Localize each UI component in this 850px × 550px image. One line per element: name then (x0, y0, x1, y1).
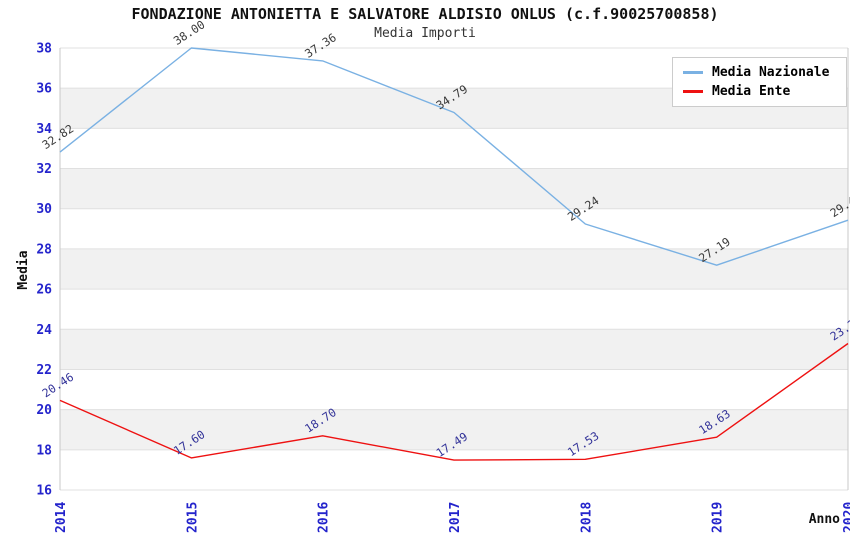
y-tick-label: 22 (36, 363, 52, 378)
x-axis-title: Anno (809, 512, 840, 527)
y-axis-title: Media (16, 250, 31, 289)
legend-line-swatch-icon (683, 71, 703, 74)
series-line-media-nazionale[interactable] (59, 47, 849, 266)
y-tick-label: 36 (36, 82, 52, 97)
y-tick-label: 18 (36, 443, 52, 458)
x-tick-label: 2019 (711, 502, 726, 533)
y-tick-label: 24 (36, 323, 52, 338)
chart-title: FONDAZIONE ANTONIETTA E SALVATORE ALDISI… (131, 5, 719, 23)
legend-item-media-ente[interactable]: Media Ente (673, 82, 846, 101)
y-tick-label: 30 (36, 202, 52, 217)
y-tick-label: 38 (36, 42, 52, 57)
data-point-label: 37.36 (302, 30, 339, 61)
legend: Media Nazionale Media Ente (672, 57, 847, 107)
chart-subtitle: Media Importi (374, 26, 476, 41)
y-tick-label: 32 (36, 162, 52, 177)
data-point-label: 38.00 (171, 17, 208, 48)
legend-label-media-nazionale: Media Nazionale (712, 65, 830, 80)
x-tick-label: 2015 (185, 502, 200, 533)
x-tick-label: 2020 (842, 502, 850, 533)
legend-line-swatch-icon (683, 90, 703, 93)
y-tick-label: 20 (36, 403, 52, 418)
y-tick-label: 16 (36, 484, 52, 499)
y-tick-label: 28 (36, 242, 52, 257)
plot-band (60, 409, 848, 450)
y-tick-label: 26 (36, 283, 52, 298)
series-line-media-ente[interactable] (59, 342, 849, 461)
x-tick-label: 2017 (448, 502, 463, 533)
plot-band (60, 248, 848, 290)
x-tick-label: 2018 (579, 502, 594, 533)
plot-band (60, 329, 848, 370)
plot-band (60, 168, 848, 209)
y-tick-label: 34 (36, 122, 52, 137)
x-tick-label: 2016 (317, 502, 332, 533)
legend-item-media-nazionale[interactable]: Media Nazionale (673, 63, 846, 82)
legend-label-media-ente: Media Ente (712, 84, 791, 99)
x-tick-label: 2014 (54, 502, 69, 533)
